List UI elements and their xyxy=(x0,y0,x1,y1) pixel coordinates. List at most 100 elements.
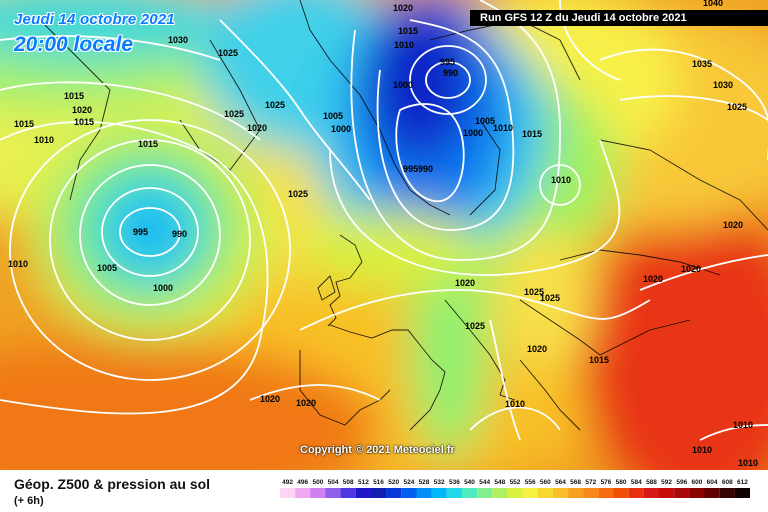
isobar-label: 1015 xyxy=(138,139,158,149)
legend-swatch xyxy=(522,488,538,498)
color-legend: 492 496 500 504 508 512 516 520 524 528 532 536 540 5… xyxy=(280,479,750,498)
legend-swatch xyxy=(643,488,660,498)
legend-tick-label: 520 xyxy=(388,479,399,486)
legend-tick-label: 600 xyxy=(691,479,702,486)
isobar-label: 1015 xyxy=(74,117,94,127)
legend-tick-label: 496 xyxy=(297,479,308,486)
legend-tick-label: 580 xyxy=(616,479,627,486)
isobar-label: 1025 xyxy=(465,321,485,331)
isobar-label: 1025 xyxy=(218,48,238,58)
isobar-label: 1010 xyxy=(493,123,513,133)
legend-swatch xyxy=(492,488,508,498)
isobar-label: 1015 xyxy=(522,129,542,139)
isobar-label: 1010 xyxy=(692,445,712,455)
isobar-label: 1020 xyxy=(643,274,663,284)
isobar-label: 1020 xyxy=(247,123,267,133)
pressure-map: 1030 1025 1020 1015 1015 1010 1015 1015 … xyxy=(0,0,768,470)
legend-swatch xyxy=(295,488,311,498)
legend-swatch xyxy=(628,488,644,498)
run-info: Run GFS 12 Z du Jeudi 14 octobre 2021 xyxy=(470,10,768,26)
isobar-label: 1025 xyxy=(265,100,285,110)
legend-tick-label: 560 xyxy=(540,479,551,486)
forecast-step: (+ 6h) xyxy=(14,495,44,507)
legend-tick-label: 532 xyxy=(434,479,445,486)
isobar-label: 1005 xyxy=(323,111,343,121)
legend-swatch xyxy=(401,488,417,498)
isobar-label: 1020 xyxy=(455,278,475,288)
isobar-label: 1025 xyxy=(540,293,560,303)
isobar-label: 995990 xyxy=(403,164,433,174)
legend-tick-label: 512 xyxy=(358,479,369,486)
isobar-label: 1000 xyxy=(331,124,351,134)
legend-swatch xyxy=(659,488,675,498)
isobar-label: 995 xyxy=(440,57,455,67)
isobar-label: 1015 xyxy=(14,119,34,129)
legend-swatch xyxy=(674,488,690,498)
isobar-label: 1020 xyxy=(72,105,92,115)
isobar-label: 1010 xyxy=(394,40,414,50)
isobar-label: 1020 xyxy=(296,398,316,408)
legend-tick-label: 596 xyxy=(676,479,687,486)
isobar-label: 995 xyxy=(133,227,148,237)
isobar-label: 1035 xyxy=(692,59,712,69)
legend-tick-label: 604 xyxy=(707,479,718,486)
isobar-label: 1010 xyxy=(733,420,753,430)
isobar-label: 1030 xyxy=(713,80,733,90)
legend-swatch xyxy=(386,488,402,498)
isobar-label: 1010 xyxy=(738,458,758,468)
legend-swatch xyxy=(598,488,614,498)
isobar-label: 1005 xyxy=(475,116,495,126)
legend-swatch xyxy=(446,488,462,498)
isobar-label: 1020 xyxy=(681,264,701,274)
legend-swatch xyxy=(280,488,296,498)
legend-swatch xyxy=(461,488,478,498)
legend-swatch xyxy=(719,488,735,498)
isobar-label: 1010 xyxy=(34,135,54,145)
legend-tick-label: 528 xyxy=(419,479,430,486)
legend-swatch xyxy=(310,488,326,498)
legend-swatch xyxy=(355,488,371,498)
isobar-labels: 1030 1025 1020 1015 1015 1010 1015 1015 … xyxy=(8,0,758,468)
legend-tick-label: 556 xyxy=(525,479,536,486)
legend-tick-label: 524 xyxy=(403,479,414,486)
legend-swatch xyxy=(689,488,705,498)
legend-tick-label: 612 xyxy=(737,479,748,486)
legend-tick-label: 584 xyxy=(631,479,642,486)
isobar-label: 1015 xyxy=(398,26,418,36)
copyright-notice: Copyright © 2021 Meteociel.fr xyxy=(300,444,455,456)
isobar-label: 1010 xyxy=(8,259,28,269)
field-name: Géop. Z500 & pression au sol xyxy=(14,476,211,492)
legend-swatch xyxy=(613,488,629,498)
isobar-label: 1020 xyxy=(527,344,547,354)
isobars xyxy=(0,0,768,440)
legend-swatch xyxy=(431,488,447,498)
legend-swatch xyxy=(477,488,493,498)
legend-swatch xyxy=(704,488,720,498)
legend-tick-label: 504 xyxy=(328,479,339,486)
legend-tick-label: 588 xyxy=(646,479,657,486)
legend-tick-label: 536 xyxy=(449,479,460,486)
isobar-label: 1010 xyxy=(551,175,571,185)
legend-tick-label: 544 xyxy=(479,479,490,486)
isobar-label: 1040 xyxy=(703,0,723,8)
legend-tick-label: 548 xyxy=(494,479,505,486)
legend-tick-label: 552 xyxy=(510,479,521,486)
isobar-label: 1005 xyxy=(97,263,117,273)
isobar-label: 1020 xyxy=(393,3,413,13)
legend-tick-label: 500 xyxy=(312,479,323,486)
legend-tick-label: 572 xyxy=(585,479,596,486)
isobar-label: 1020 xyxy=(723,220,743,230)
legend-tick-label: 492 xyxy=(282,479,293,486)
legend-swatch xyxy=(340,488,356,498)
isobar-label: 1000 xyxy=(463,128,483,138)
legend-swatch xyxy=(552,488,569,498)
isobar-label: 1025 xyxy=(727,102,747,112)
legend-tick-label: 608 xyxy=(722,479,733,486)
legend-tick-label: 540 xyxy=(464,479,475,486)
isobar-label: 1000 xyxy=(153,283,173,293)
legend-swatch xyxy=(507,488,523,498)
isobar-label: 990 xyxy=(172,229,187,239)
legend-swatch xyxy=(325,488,341,498)
forecast-date: Jeudi 14 octobre 2021 xyxy=(14,11,175,28)
